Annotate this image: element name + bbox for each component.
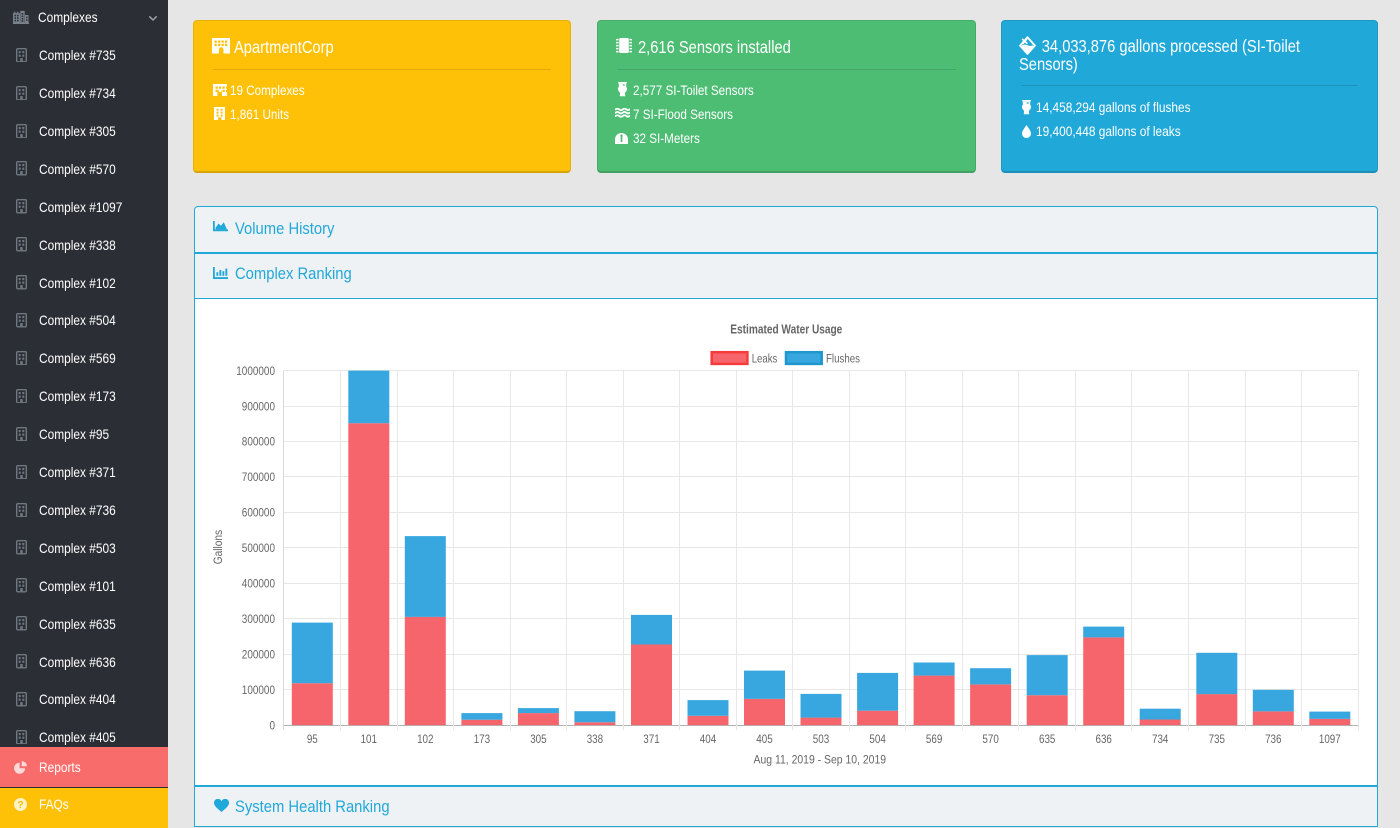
svg-text:200000: 200000 (242, 649, 275, 662)
svg-text:Leaks: Leaks (752, 353, 778, 366)
svg-text:405: 405 (756, 733, 772, 746)
svg-text:101: 101 (361, 733, 377, 746)
svg-text:Aug 11, 2019 - Sep 10, 2019: Aug 11, 2019 - Sep 10, 2019 (754, 754, 887, 767)
svg-text:700000: 700000 (242, 472, 275, 485)
svg-text:100000: 100000 (242, 684, 275, 697)
svg-text:102: 102 (417, 733, 433, 746)
svg-text:636: 636 (1095, 733, 1111, 746)
svg-text:736: 736 (1265, 733, 1281, 746)
svg-text:569: 569 (926, 733, 942, 746)
svg-text:735: 735 (1209, 733, 1225, 746)
svg-text:173: 173 (474, 733, 490, 746)
svg-text:635: 635 (1039, 733, 1055, 746)
svg-text:Gallons: Gallons (212, 530, 225, 565)
svg-text:800000: 800000 (242, 436, 275, 449)
svg-text:Flushes: Flushes (826, 353, 860, 366)
svg-text:1097: 1097 (1319, 733, 1341, 746)
svg-text:600000: 600000 (242, 507, 275, 520)
svg-text:404: 404 (700, 733, 716, 746)
svg-text:305: 305 (530, 733, 546, 746)
svg-text:400000: 400000 (242, 578, 275, 591)
svg-text:1000000: 1000000 (236, 365, 275, 378)
svg-text:503: 503 (813, 733, 829, 746)
svg-text:0: 0 (269, 720, 275, 733)
svg-text:570: 570 (982, 733, 998, 746)
svg-text:371: 371 (643, 733, 659, 746)
svg-text:?: ? (17, 799, 23, 811)
svg-text:95: 95 (307, 733, 318, 746)
svg-text:300000: 300000 (242, 613, 275, 626)
svg-text:734: 734 (1152, 733, 1168, 746)
svg-text:Estimated Water Usage: Estimated Water Usage (730, 324, 842, 337)
svg-text:500000: 500000 (242, 543, 275, 556)
svg-text:338: 338 (587, 733, 603, 746)
svg-text:504: 504 (869, 733, 885, 746)
svg-text:900000: 900000 (242, 401, 275, 414)
